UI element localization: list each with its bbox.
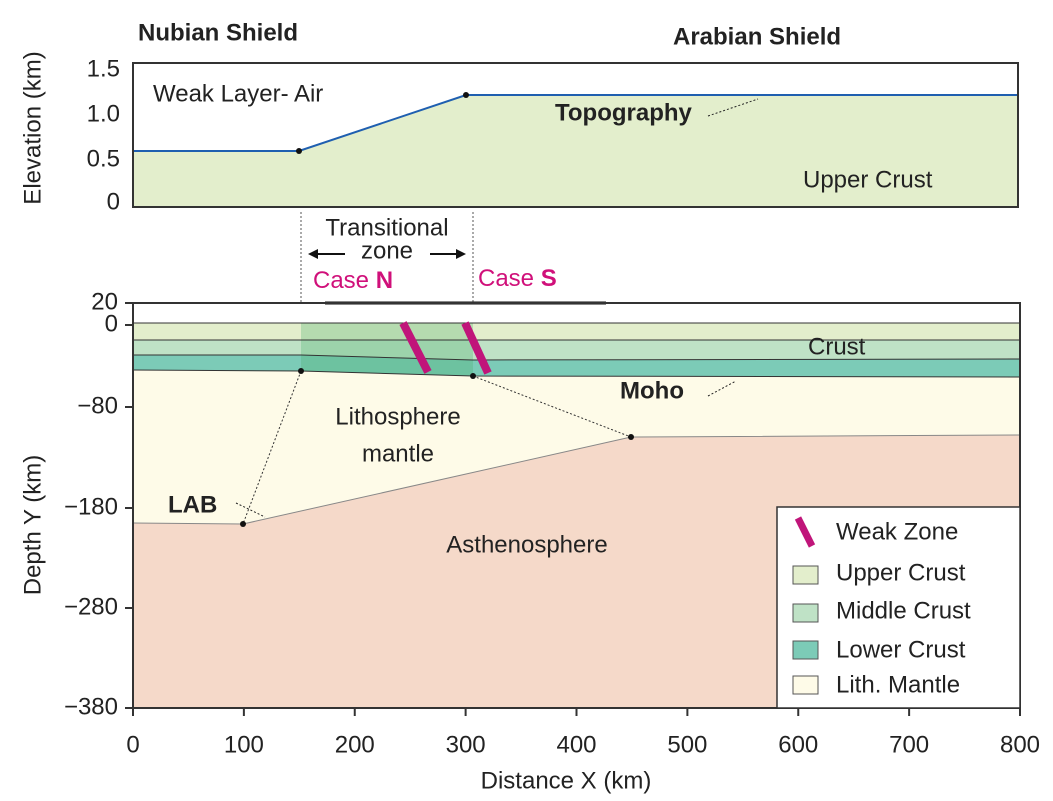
panel-frame — [132, 62, 1019, 208]
node — [470, 373, 476, 379]
x-tick-label: 700 — [889, 731, 929, 758]
dotted-link — [472, 375, 632, 438]
x-tick-label: 300 — [446, 731, 486, 758]
legend — [776, 506, 1021, 709]
y-tick-label: 0 — [107, 188, 120, 215]
transition-shade — [301, 323, 473, 376]
case-prefix: Case — [478, 265, 534, 292]
y-axis-label: Depth Y (km) — [19, 455, 46, 596]
x-axis-label: Distance X (km) — [481, 767, 652, 794]
node — [298, 368, 304, 374]
legend-swatch — [792, 565, 819, 585]
y-axis-label: Elevation (km) — [19, 51, 46, 204]
layer-lines — [132, 322, 1021, 525]
label: mantle — [362, 440, 434, 467]
x-tick-label: 400 — [556, 731, 596, 758]
arrow — [707, 380, 737, 397]
legend-label: Upper Crust — [836, 559, 966, 586]
case-prefix: Case — [313, 267, 369, 294]
arrow — [235, 502, 266, 518]
case-letter: N — [376, 267, 393, 294]
header-right: Arabian Shield — [673, 23, 841, 50]
case-letter: S — [541, 265, 557, 292]
legend-label: Lower Crust — [836, 636, 966, 663]
weak-zone — [399, 321, 432, 374]
dotted-link — [242, 370, 302, 525]
x-tick-label: 800 — [1000, 731, 1040, 758]
label: Weak Layer- Air — [153, 80, 323, 107]
middle-crust — [133, 340, 1020, 360]
case-label: Case N — [313, 267, 393, 294]
legend-swatch — [794, 516, 816, 548]
legend-label: Weak Zone — [836, 518, 958, 545]
x-tick-label: 500 — [667, 731, 707, 758]
y-tick-label: 1.0 — [87, 100, 120, 127]
lith-mantle — [133, 370, 1020, 524]
topography-line — [133, 94, 1018, 152]
label: Asthenosphere — [446, 531, 607, 558]
y-tick-label: −80 — [77, 392, 118, 419]
label: zone — [361, 237, 413, 264]
weak-zone — [461, 321, 492, 375]
y-tick-label: 20 — [91, 288, 118, 315]
arrowhead — [308, 249, 318, 259]
upper-crust — [133, 323, 1020, 340]
legend-label: Lith. Mantle — [836, 671, 960, 698]
legend-label: Middle Crust — [836, 597, 971, 624]
node — [240, 521, 246, 527]
label: Moho — [620, 377, 684, 404]
label: Upper Crust — [803, 166, 933, 193]
arrowhead — [456, 249, 466, 259]
x-tick-label: 200 — [335, 731, 375, 758]
label: Topography — [555, 99, 693, 126]
lab-line — [132, 434, 1021, 525]
node — [628, 434, 634, 440]
moho-line — [132, 369, 1021, 378]
node — [463, 92, 469, 98]
legend-swatch — [792, 603, 819, 623]
x-tick-label: 600 — [778, 731, 818, 758]
legend-swatch — [792, 675, 819, 695]
arrow — [707, 98, 759, 117]
label: Crust — [808, 333, 866, 360]
y-tick-label: −380 — [64, 693, 118, 720]
label: Lithosphere — [335, 403, 460, 430]
y-tick-label: −280 — [64, 593, 118, 620]
upper-crust-fill — [133, 95, 1018, 207]
label: Transitional — [325, 214, 448, 241]
y-tick-label: −180 — [64, 493, 118, 520]
y-tick-label: 0 — [105, 310, 118, 337]
label: LAB — [168, 491, 217, 518]
y-tick-label: 1.5 — [87, 55, 120, 82]
lower-crust — [133, 355, 1020, 377]
header-left: Nubian Shield — [138, 19, 298, 46]
y-tick-label: 0.5 — [87, 145, 120, 172]
boundary — [133, 354, 1021, 361]
node — [296, 148, 302, 154]
x-tick-label: 0 — [126, 731, 139, 758]
x-tick-label: 100 — [224, 731, 264, 758]
case-label: Case S — [478, 265, 557, 292]
legend-swatch — [792, 640, 819, 660]
